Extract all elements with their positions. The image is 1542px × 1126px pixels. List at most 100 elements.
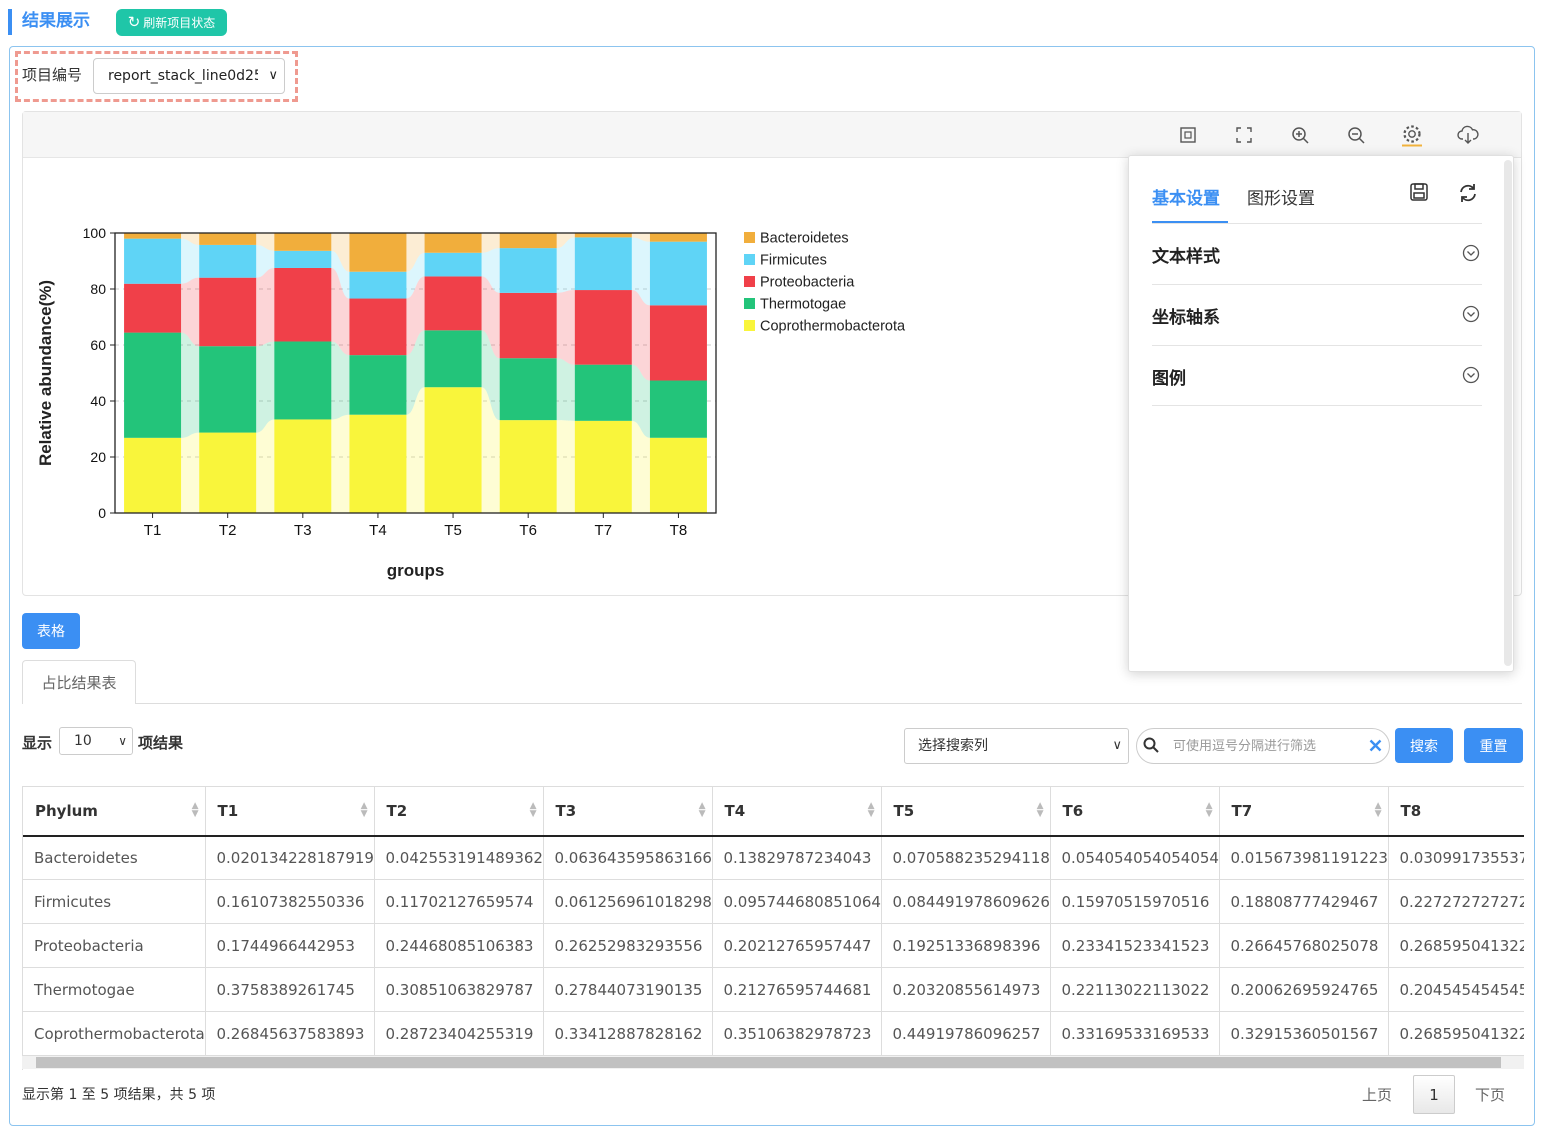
- clear-icon[interactable]: [1369, 737, 1382, 756]
- cloud-download-icon[interactable]: [1455, 122, 1481, 148]
- project-highlight-box: [15, 51, 298, 102]
- bar-segment-thermotogae-t4[interactable]: [349, 355, 407, 415]
- table-hscrollbar-thumb[interactable]: [36, 1057, 1501, 1068]
- bar-segment-thermotogae-t3[interactable]: [274, 341, 332, 420]
- section-legend-label: 图例: [1152, 369, 1186, 389]
- fullscreen-icon[interactable]: [1231, 122, 1257, 148]
- bar-segment-firmicutes-t3[interactable]: [274, 250, 332, 268]
- search-input[interactable]: [1171, 729, 1361, 763]
- save-icon[interactable]: [1409, 182, 1429, 206]
- bar-segment-proteobacteria-t7[interactable]: [574, 290, 632, 365]
- restore-icon[interactable]: [1175, 122, 1201, 148]
- bar-segment-coprothermobacterota-t5[interactable]: [424, 387, 482, 513]
- bar-segment-coprothermobacterota-t2[interactable]: [199, 432, 257, 513]
- bar-segment-bacteroidetes-t4[interactable]: [349, 233, 407, 272]
- search-button[interactable]: 搜索: [1395, 728, 1453, 763]
- table-button[interactable]: 表格: [22, 613, 80, 649]
- tab-basic-settings[interactable]: 基本设置: [1152, 189, 1220, 209]
- flow-band: [181, 332, 200, 438]
- bar-segment-proteobacteria-t6[interactable]: [499, 292, 557, 359]
- items-label: 项结果: [138, 734, 184, 752]
- bar-segment-proteobacteria-t4[interactable]: [349, 298, 407, 356]
- column-header-t3[interactable]: T3 ▲ ▼: [543, 786, 713, 837]
- legend-label[interactable]: Firmicutes: [760, 253, 827, 269]
- column-header-t8[interactable]: T8: [1388, 786, 1524, 837]
- page-length-select[interactable]: 10 ∨: [59, 727, 133, 755]
- page-number-button[interactable]: 1: [1413, 1075, 1455, 1114]
- refresh-status-button[interactable]: ↻ 刷新项目状态: [116, 9, 227, 36]
- table-cell: Coprothermobacterota: [23, 1011, 206, 1056]
- bar-segment-coprothermobacterota-t7[interactable]: [574, 420, 632, 513]
- section-legend[interactable]: 图例: [1152, 346, 1482, 406]
- bar-segment-proteobacteria-t5[interactable]: [424, 276, 482, 331]
- column-header-t2[interactable]: T2 ▲ ▼: [374, 786, 544, 837]
- reset-button[interactable]: 重置: [1464, 728, 1523, 763]
- bar-segment-firmicutes-t1[interactable]: [124, 238, 182, 284]
- bar-segment-bacteroidetes-t6[interactable]: [499, 233, 557, 249]
- table-cell: 0.33412887828162: [543, 1011, 713, 1056]
- bar-segment-firmicutes-t6[interactable]: [499, 248, 557, 293]
- legend-label[interactable]: Thermotogae: [760, 297, 846, 313]
- bar-segment-thermotogae-t6[interactable]: [499, 358, 557, 421]
- bar-segment-thermotogae-t2[interactable]: [199, 346, 257, 433]
- next-page-button[interactable]: 下页: [1475, 1086, 1506, 1104]
- prev-page-button[interactable]: 上页: [1362, 1086, 1393, 1104]
- tab-graph-settings[interactable]: 图形设置: [1247, 189, 1315, 209]
- bar-segment-coprothermobacterota-t1[interactable]: [124, 437, 182, 513]
- settings-gear-icon[interactable]: [1399, 122, 1425, 148]
- bar-segment-bacteroidetes-t3[interactable]: [274, 233, 332, 251]
- bar-segment-firmicutes-t8[interactable]: [649, 241, 707, 306]
- section-axis[interactable]: 坐标轴系: [1152, 285, 1482, 345]
- project-select[interactable]: report_stack_line0d25c ∨: [93, 58, 285, 94]
- bar-segment-coprothermobacterota-t4[interactable]: [349, 414, 407, 513]
- column-header-phylum[interactable]: Phylum ▲ ▼: [23, 786, 206, 837]
- sort-icon: ▲ ▼: [191, 801, 199, 819]
- project-selected-value: report_stack_line0d25c: [108, 68, 258, 84]
- table-cell: 0.44919786096257: [881, 1011, 1051, 1056]
- bar-segment-bacteroidetes-t1[interactable]: [124, 233, 182, 239]
- bar-segment-proteobacteria-t3[interactable]: [274, 267, 332, 342]
- bar-segment-thermotogae-t7[interactable]: [574, 364, 632, 421]
- bar-segment-firmicutes-t4[interactable]: [349, 271, 407, 299]
- bar-segment-firmicutes-t2[interactable]: [199, 244, 257, 278]
- column-header-t7[interactable]: T7 ▲ ▼: [1219, 786, 1389, 837]
- column-header-t5[interactable]: T5 ▲ ▼: [881, 786, 1051, 837]
- flow-band: [331, 414, 350, 513]
- search-column-select[interactable]: 选择搜索列 ∨: [904, 728, 1129, 764]
- column-header-t6[interactable]: T6 ▲ ▼: [1050, 786, 1220, 837]
- table-cell: 0.1744966442953: [205, 923, 375, 968]
- zoom-out-icon[interactable]: [1343, 122, 1369, 148]
- table-cell: 0.063643595863166: [543, 835, 713, 880]
- bar-segment-firmicutes-t5[interactable]: [424, 252, 482, 277]
- settings-scrollbar[interactable]: [1504, 160, 1512, 666]
- tab-result-table[interactable]: 占比结果表: [22, 660, 136, 704]
- table-cell: Proteobacteria: [23, 923, 206, 968]
- column-header-t1[interactable]: T1 ▲ ▼: [205, 786, 375, 837]
- zoom-in-icon[interactable]: [1287, 122, 1313, 148]
- section-text-style[interactable]: 文本样式: [1152, 224, 1482, 284]
- legend-label[interactable]: Coprothermobacterota: [760, 319, 906, 335]
- column-header-t4[interactable]: T4 ▲ ▼: [712, 786, 882, 837]
- table-cell: 0.042553191489362: [374, 835, 544, 880]
- flow-band: [256, 341, 275, 433]
- bar-segment-coprothermobacterota-t8[interactable]: [649, 437, 707, 513]
- bar-segment-thermotogae-t1[interactable]: [124, 332, 182, 438]
- bar-segment-bacteroidetes-t2[interactable]: [199, 233, 257, 245]
- bar-segment-bacteroidetes-t7[interactable]: [574, 233, 632, 238]
- flow-band: [256, 233, 275, 251]
- bar-segment-firmicutes-t7[interactable]: [574, 237, 632, 291]
- bar-segment-bacteroidetes-t5[interactable]: [424, 233, 482, 253]
- bar-segment-thermotogae-t5[interactable]: [424, 330, 482, 388]
- legend-label[interactable]: Bacteroidetes: [760, 231, 849, 247]
- reset-sync-icon[interactable]: [1457, 182, 1479, 208]
- table-cell: 0.3758389261745: [205, 967, 375, 1012]
- divider: [1152, 345, 1482, 346]
- bar-segment-thermotogae-t8[interactable]: [649, 380, 707, 438]
- bar-segment-coprothermobacterota-t6[interactable]: [499, 420, 557, 513]
- bar-segment-proteobacteria-t2[interactable]: [199, 277, 257, 347]
- bar-segment-bacteroidetes-t8[interactable]: [649, 233, 707, 242]
- legend-label[interactable]: Proteobacteria: [760, 275, 855, 291]
- bar-segment-coprothermobacterota-t3[interactable]: [274, 419, 332, 513]
- bar-segment-proteobacteria-t1[interactable]: [124, 283, 182, 333]
- bar-segment-proteobacteria-t8[interactable]: [649, 305, 707, 381]
